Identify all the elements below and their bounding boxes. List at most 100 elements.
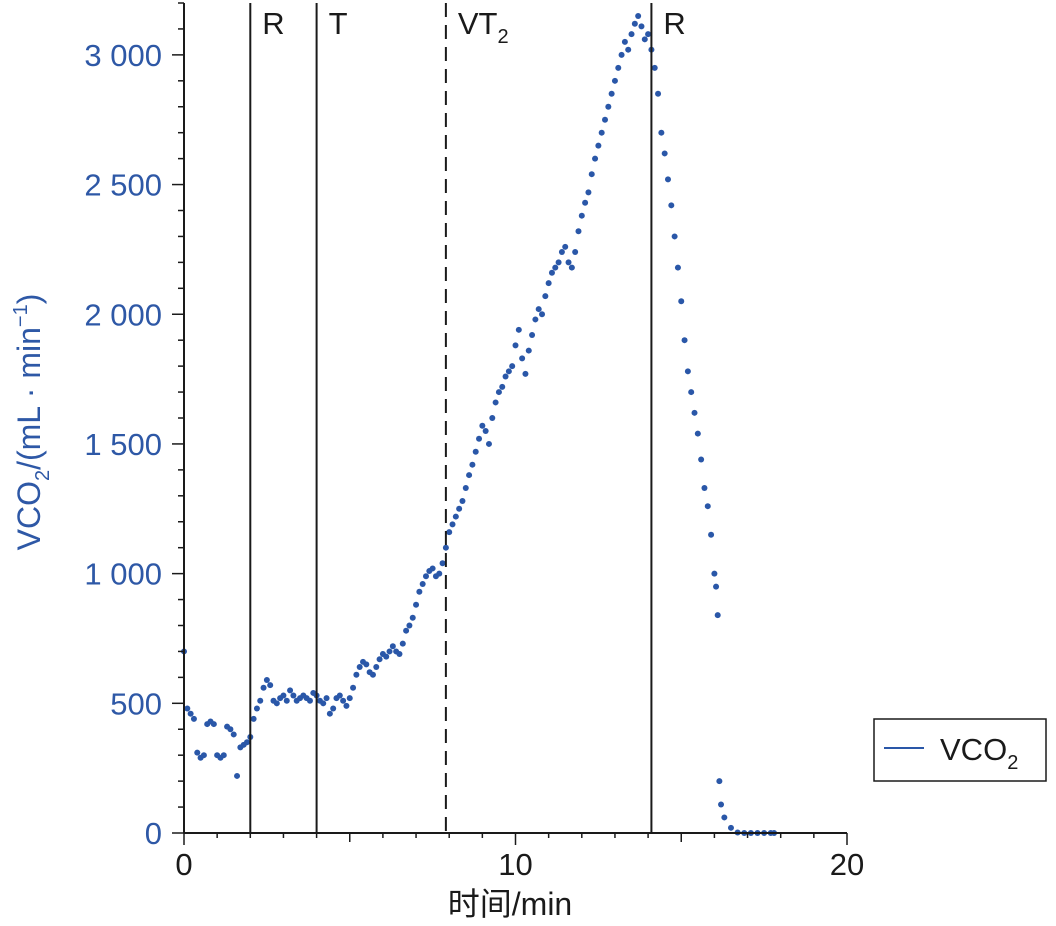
vco2-data-point [714,612,721,619]
vco2-data-point [436,570,443,577]
y-axis-title: VCO2/(mL · min−1) [10,294,54,551]
vco2-data-point [539,311,546,318]
vco2-data-point [446,529,453,536]
vco2-data-point [290,692,297,699]
vco2-data-point [200,752,207,759]
vco2-data-point [462,485,469,492]
vco2-data-point [253,705,260,712]
vco2-data-point [194,749,201,756]
vco2-data-point [638,23,645,30]
axes [172,2,848,845]
vco2-data-point [704,503,711,510]
vco2-data-point [628,31,635,38]
phase-marker-label: R [663,6,685,41]
y-tick-label: 500 [110,686,162,721]
vco2-data-point [558,249,565,255]
vco2-data-point [260,684,267,691]
vco2-data-point [711,570,718,577]
phase-marker-label: T [329,6,348,41]
vco2-data-point [346,695,353,702]
vco2-data-point [489,415,496,421]
vco2-data-point [403,627,410,634]
vco2-data-point [363,661,370,668]
vco2-data-point [631,20,638,27]
vco2-data-point [399,640,406,647]
vco2-data-point [409,614,416,621]
phase-marker-label: VT2 [458,6,509,48]
vco2-data-point [429,565,436,572]
vco2-data-point [396,651,403,658]
vco2-data-point [499,383,506,390]
y-tick-label: 3 000 [84,38,162,73]
vco2-data-point [548,269,555,276]
vco2-data-point [621,38,628,45]
vco2-data-point [568,264,575,271]
vco2-data-point [592,155,599,162]
vco2-data-point [542,293,549,300]
vco2-data-point [512,342,519,349]
vco2-data-point [641,36,648,43]
vco2-data-point [306,697,313,704]
vco2-data-point [479,422,486,429]
vco2-data-point [585,189,592,196]
vco2-data-point [502,373,509,380]
vco2-data-point [485,440,492,447]
vco2-data-point [184,705,191,712]
vco2-data-point [509,363,516,370]
vco2-data-point [243,739,250,746]
vco2-data-point [505,368,512,375]
vco2-data-point [645,31,652,38]
vco2-data-point [234,772,241,779]
vco2-data-point [383,653,390,660]
labels: 0 500 1 000 1 500 2 000 2 500 3 000 0 10 20 R T VT2 R [84,6,864,882]
y-tick-label: 1 000 [84,557,162,592]
vco2-data-point [406,622,413,629]
vco2-data-point [230,731,237,738]
vco2-data-point [416,588,423,595]
vco2-data-point [519,355,526,362]
vco2-data-point [535,306,542,313]
y-tick-label: 2 000 [84,297,162,332]
vco2-data-point [323,695,330,702]
vco2-data-point [210,721,217,728]
vco2-data-point [529,332,536,338]
vco2-data-point [575,228,582,235]
vco2-data-point [582,199,589,206]
vco2-data-point [718,801,725,808]
vco2-data-point [376,656,383,663]
plot-area [181,12,778,836]
vco2-data-point [326,710,333,717]
vco2-data-point [273,700,280,707]
vco2-data-point [727,824,734,831]
vco2-data-point [578,212,585,219]
y-tick-label: 0 [145,816,162,851]
vco2-data-point [555,259,562,266]
vco2-data-point [287,687,294,694]
vco2-data-point [602,116,609,123]
vco2-data-point [688,389,695,396]
vco2-data-point [668,202,675,209]
vco2-data-point [442,544,449,551]
vco2-data-point [598,129,605,136]
vco2-data-point [522,370,529,377]
vco2-data-point [476,435,483,442]
vco2-data-point [449,521,456,528]
vco2-data-point [220,752,227,759]
vco2-data-point [625,46,632,53]
y-tick-label: 2 500 [84,168,162,203]
vco2-data-point [618,51,625,58]
vco2-data-point [532,316,539,323]
vco2-data-point [439,560,446,567]
vco2-data-point [674,264,681,271]
vco2-data-point [452,513,459,520]
vco2-data-point [320,700,327,707]
vco2-data-point [691,409,698,416]
vco2-data-point [330,705,337,712]
vco2-data-point [701,485,708,492]
vco2-data-point [413,601,420,608]
vco2-data-point [595,142,602,149]
vco2-data-point [611,77,618,84]
vco2-data-point [419,581,426,587]
vco2-data-point [588,171,595,178]
